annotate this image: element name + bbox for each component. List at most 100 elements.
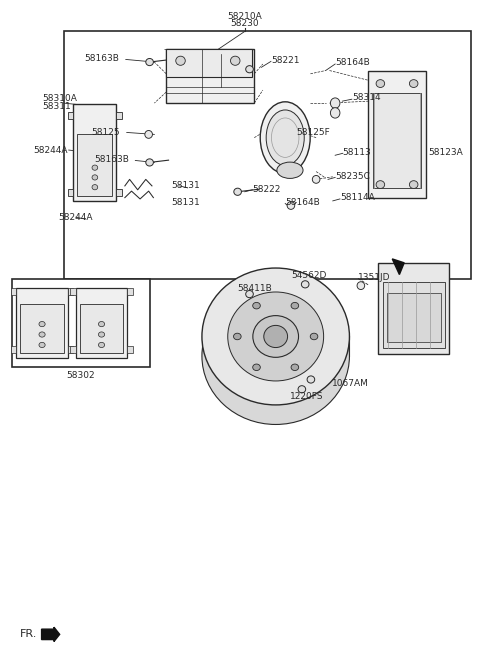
- Bar: [68, 346, 73, 354]
- Text: 58302: 58302: [66, 371, 95, 380]
- Bar: [166, 49, 254, 103]
- Ellipse shape: [252, 364, 260, 371]
- Ellipse shape: [98, 342, 105, 348]
- Bar: [378, 263, 449, 354]
- Text: 58114A: 58114A: [340, 193, 375, 202]
- Ellipse shape: [234, 333, 241, 340]
- Text: 58125: 58125: [92, 128, 120, 137]
- Text: 58411B: 58411B: [237, 285, 272, 293]
- Ellipse shape: [176, 56, 185, 66]
- Bar: [77, 134, 112, 195]
- Ellipse shape: [39, 321, 45, 327]
- Bar: [20, 304, 64, 353]
- Ellipse shape: [298, 386, 306, 393]
- Bar: [70, 346, 76, 354]
- FancyArrow shape: [42, 627, 60, 642]
- Text: 58163B: 58163B: [84, 54, 119, 63]
- Ellipse shape: [291, 364, 299, 371]
- Ellipse shape: [202, 268, 349, 405]
- Bar: [64, 31, 471, 279]
- Bar: [116, 188, 122, 196]
- Text: 58125F: 58125F: [296, 128, 330, 137]
- Text: 1351JD: 1351JD: [358, 273, 391, 281]
- Text: 58244A: 58244A: [58, 213, 93, 222]
- Bar: [369, 71, 426, 197]
- Ellipse shape: [246, 291, 253, 298]
- Bar: [116, 112, 122, 119]
- Text: 58163B: 58163B: [95, 155, 130, 164]
- Ellipse shape: [376, 180, 384, 188]
- Ellipse shape: [330, 108, 340, 118]
- Text: 58131: 58131: [171, 197, 200, 207]
- Ellipse shape: [98, 332, 105, 337]
- Text: 58164B: 58164B: [285, 197, 320, 207]
- Text: 54562D: 54562D: [291, 272, 326, 280]
- Text: 58210A: 58210A: [228, 12, 262, 21]
- Text: 58314: 58314: [352, 93, 381, 102]
- Ellipse shape: [409, 180, 418, 188]
- Ellipse shape: [266, 110, 304, 165]
- Ellipse shape: [98, 321, 105, 327]
- Ellipse shape: [330, 98, 340, 108]
- Ellipse shape: [310, 333, 318, 340]
- Ellipse shape: [312, 175, 320, 183]
- Ellipse shape: [92, 165, 98, 171]
- Text: 58244A: 58244A: [33, 146, 68, 155]
- Bar: [11, 287, 16, 295]
- Text: 58235C: 58235C: [335, 172, 370, 180]
- Ellipse shape: [307, 376, 315, 383]
- Ellipse shape: [146, 159, 154, 166]
- Bar: [127, 287, 133, 295]
- Text: 58123A: 58123A: [428, 148, 463, 157]
- Bar: [16, 287, 68, 358]
- Bar: [73, 104, 116, 201]
- Ellipse shape: [230, 56, 240, 66]
- Text: 58310A: 58310A: [43, 94, 77, 103]
- Text: 58131: 58131: [171, 182, 200, 190]
- Text: 58221: 58221: [271, 56, 300, 65]
- Bar: [166, 49, 252, 77]
- Bar: [373, 93, 421, 188]
- Ellipse shape: [357, 281, 365, 289]
- Ellipse shape: [39, 342, 45, 348]
- Ellipse shape: [234, 188, 241, 195]
- Ellipse shape: [39, 332, 45, 337]
- Text: 58164B: 58164B: [335, 58, 370, 66]
- Bar: [127, 346, 133, 354]
- Bar: [12, 279, 150, 367]
- Ellipse shape: [287, 201, 295, 209]
- Bar: [11, 346, 16, 354]
- Ellipse shape: [253, 316, 299, 358]
- Bar: [68, 287, 73, 295]
- Text: 58311: 58311: [43, 102, 71, 111]
- Text: 58230: 58230: [230, 19, 259, 28]
- Text: 1067AM: 1067AM: [332, 379, 369, 388]
- Text: FR.: FR.: [20, 629, 37, 640]
- Ellipse shape: [277, 162, 303, 178]
- Ellipse shape: [291, 302, 299, 309]
- Ellipse shape: [146, 58, 154, 66]
- Bar: [76, 287, 127, 358]
- Ellipse shape: [264, 325, 288, 348]
- Text: 58113: 58113: [343, 148, 372, 157]
- Ellipse shape: [92, 184, 98, 190]
- Ellipse shape: [202, 287, 349, 424]
- Ellipse shape: [409, 79, 418, 87]
- Ellipse shape: [92, 174, 98, 180]
- Ellipse shape: [301, 281, 309, 288]
- Bar: [383, 282, 444, 348]
- Ellipse shape: [246, 66, 253, 73]
- Ellipse shape: [260, 102, 310, 174]
- Ellipse shape: [252, 302, 260, 309]
- Text: 58222: 58222: [252, 184, 280, 194]
- Text: 1220FS: 1220FS: [289, 392, 323, 401]
- Bar: [386, 293, 441, 342]
- Polygon shape: [392, 259, 404, 275]
- Ellipse shape: [376, 79, 384, 87]
- Bar: [68, 112, 73, 119]
- Bar: [68, 188, 73, 196]
- Bar: [80, 304, 123, 353]
- Bar: [70, 287, 76, 295]
- Ellipse shape: [228, 292, 324, 381]
- Ellipse shape: [145, 131, 153, 138]
